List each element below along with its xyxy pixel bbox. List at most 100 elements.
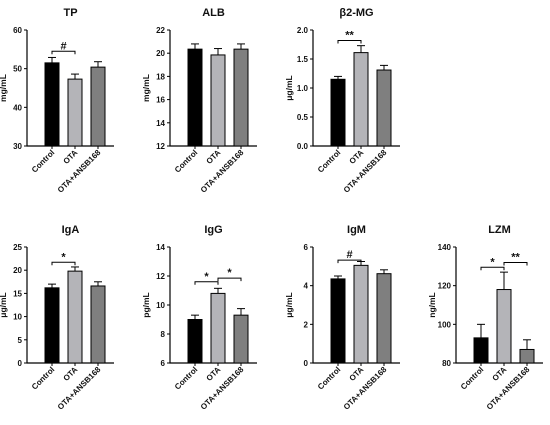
y-axis-label: pg/mL <box>141 292 151 318</box>
bar <box>187 319 203 364</box>
chart-panel-2: β2-MG μg/mL 0.0 0.5 1.0 1.5 2.0 Control OTAOTA+A… <box>284 7 400 195</box>
category-label: OTA <box>62 365 80 383</box>
significance-bracket <box>194 281 219 285</box>
y-tick-label: 120 <box>438 282 452 291</box>
y-tick-label: 10 <box>156 301 165 310</box>
significance-bracket <box>337 39 362 44</box>
category-label: OTA <box>491 365 509 383</box>
chart-title: IgG <box>204 224 222 236</box>
bar <box>44 62 60 147</box>
significance-bracket <box>337 259 362 264</box>
y-tick-label: 140 <box>438 243 452 252</box>
significance-label: * <box>227 267 232 279</box>
y-tick-label: 50 <box>13 65 22 74</box>
bar <box>330 78 346 147</box>
significance-label: * <box>490 256 495 268</box>
chart-title: β2-MG <box>339 7 373 19</box>
y-tick-label: 8 <box>161 330 166 339</box>
bar <box>90 285 106 364</box>
category-label: OTA+ANSB168 <box>56 148 103 195</box>
significance-label: * <box>61 251 66 263</box>
y-tick-label: 2 <box>304 320 309 329</box>
bar <box>473 337 489 364</box>
significance-bracket <box>217 277 242 282</box>
category-label: OTA+ANSB168 <box>485 365 532 412</box>
category-label: Control <box>173 365 199 391</box>
category-label: OTA <box>205 365 223 383</box>
bar <box>496 289 512 364</box>
y-axis-label: ng/mL <box>427 292 437 318</box>
category-label: OTA+ANSB168 <box>56 365 103 412</box>
y-tick-label: 0 <box>18 359 23 368</box>
significance-bracket <box>51 50 76 55</box>
chart-title: LZM <box>488 224 511 236</box>
bar <box>376 273 392 364</box>
category-label: Control <box>30 365 56 391</box>
bar <box>519 348 535 364</box>
y-tick-label: 4 <box>304 282 309 291</box>
chart-title: TP <box>63 7 77 19</box>
bar <box>233 314 249 364</box>
y-tick-label: 22 <box>156 26 165 35</box>
category-label: OTA+ANSB168 <box>199 365 246 412</box>
significance-label: * <box>204 271 209 283</box>
chart-title: ALB <box>202 7 225 19</box>
bar <box>353 52 369 147</box>
category-label: Control <box>459 365 485 391</box>
bar <box>67 78 83 147</box>
significance-bracket <box>480 266 505 271</box>
y-axis-label: μg/mL <box>0 292 8 318</box>
chart-title: IgA <box>62 224 80 236</box>
y-tick-label: 40 <box>13 103 22 112</box>
y-tick-label: 80 <box>442 359 451 368</box>
y-tick-label: 14 <box>156 243 165 252</box>
bar <box>330 278 346 364</box>
y-tick-label: 15 <box>13 289 22 298</box>
y-tick-label: 20 <box>156 49 165 58</box>
y-axis-label: mg/mL <box>0 74 8 102</box>
bar <box>210 292 226 364</box>
category-label: OTA <box>348 148 366 166</box>
y-axis-label: μg/mL <box>284 75 294 101</box>
y-tick-label: 0.5 <box>297 113 309 122</box>
bar <box>233 48 249 147</box>
chart-panel-6: LZM ng/mL 80 100 120 140 Control OTAOTA+ANSB168… <box>427 224 543 412</box>
y-tick-label: 6 <box>161 359 166 368</box>
chart-panel-1: ALB mg/mL 12 14 16 18 20 22 Control OTAOTA+ANSB16… <box>141 7 257 195</box>
bar <box>44 287 60 364</box>
y-tick-label: 2.0 <box>297 26 309 35</box>
y-tick-label: 12 <box>156 272 165 281</box>
y-tick-label: 60 <box>13 26 22 35</box>
y-tick-label: 16 <box>156 96 165 105</box>
significance-label: ** <box>511 251 520 263</box>
category-label: OTA+ANSB168 <box>342 365 389 412</box>
y-tick-label: 14 <box>156 119 165 128</box>
y-tick-label: 6 <box>304 243 309 252</box>
category-label: OTA <box>348 365 366 383</box>
bar <box>187 48 203 147</box>
significance-bracket <box>51 261 76 266</box>
category-label: OTA <box>62 148 80 166</box>
category-label: OTA+ANSB168 <box>342 148 389 195</box>
bar <box>67 270 83 364</box>
category-label: OTA+ANSB168 <box>199 148 246 195</box>
category-label: Control <box>316 365 342 391</box>
bar <box>210 54 226 147</box>
y-tick-label: 0 <box>304 359 309 368</box>
category-label: OTA <box>205 148 223 166</box>
y-tick-label: 10 <box>13 313 22 322</box>
bar <box>353 264 369 364</box>
y-tick-label: 12 <box>156 142 165 151</box>
y-tick-label: 18 <box>156 72 165 81</box>
bar <box>376 69 392 147</box>
y-tick-label: 1.5 <box>297 55 309 64</box>
significance-label: # <box>346 249 352 261</box>
significance-bracket <box>503 261 528 266</box>
category-label: Control <box>316 148 342 174</box>
